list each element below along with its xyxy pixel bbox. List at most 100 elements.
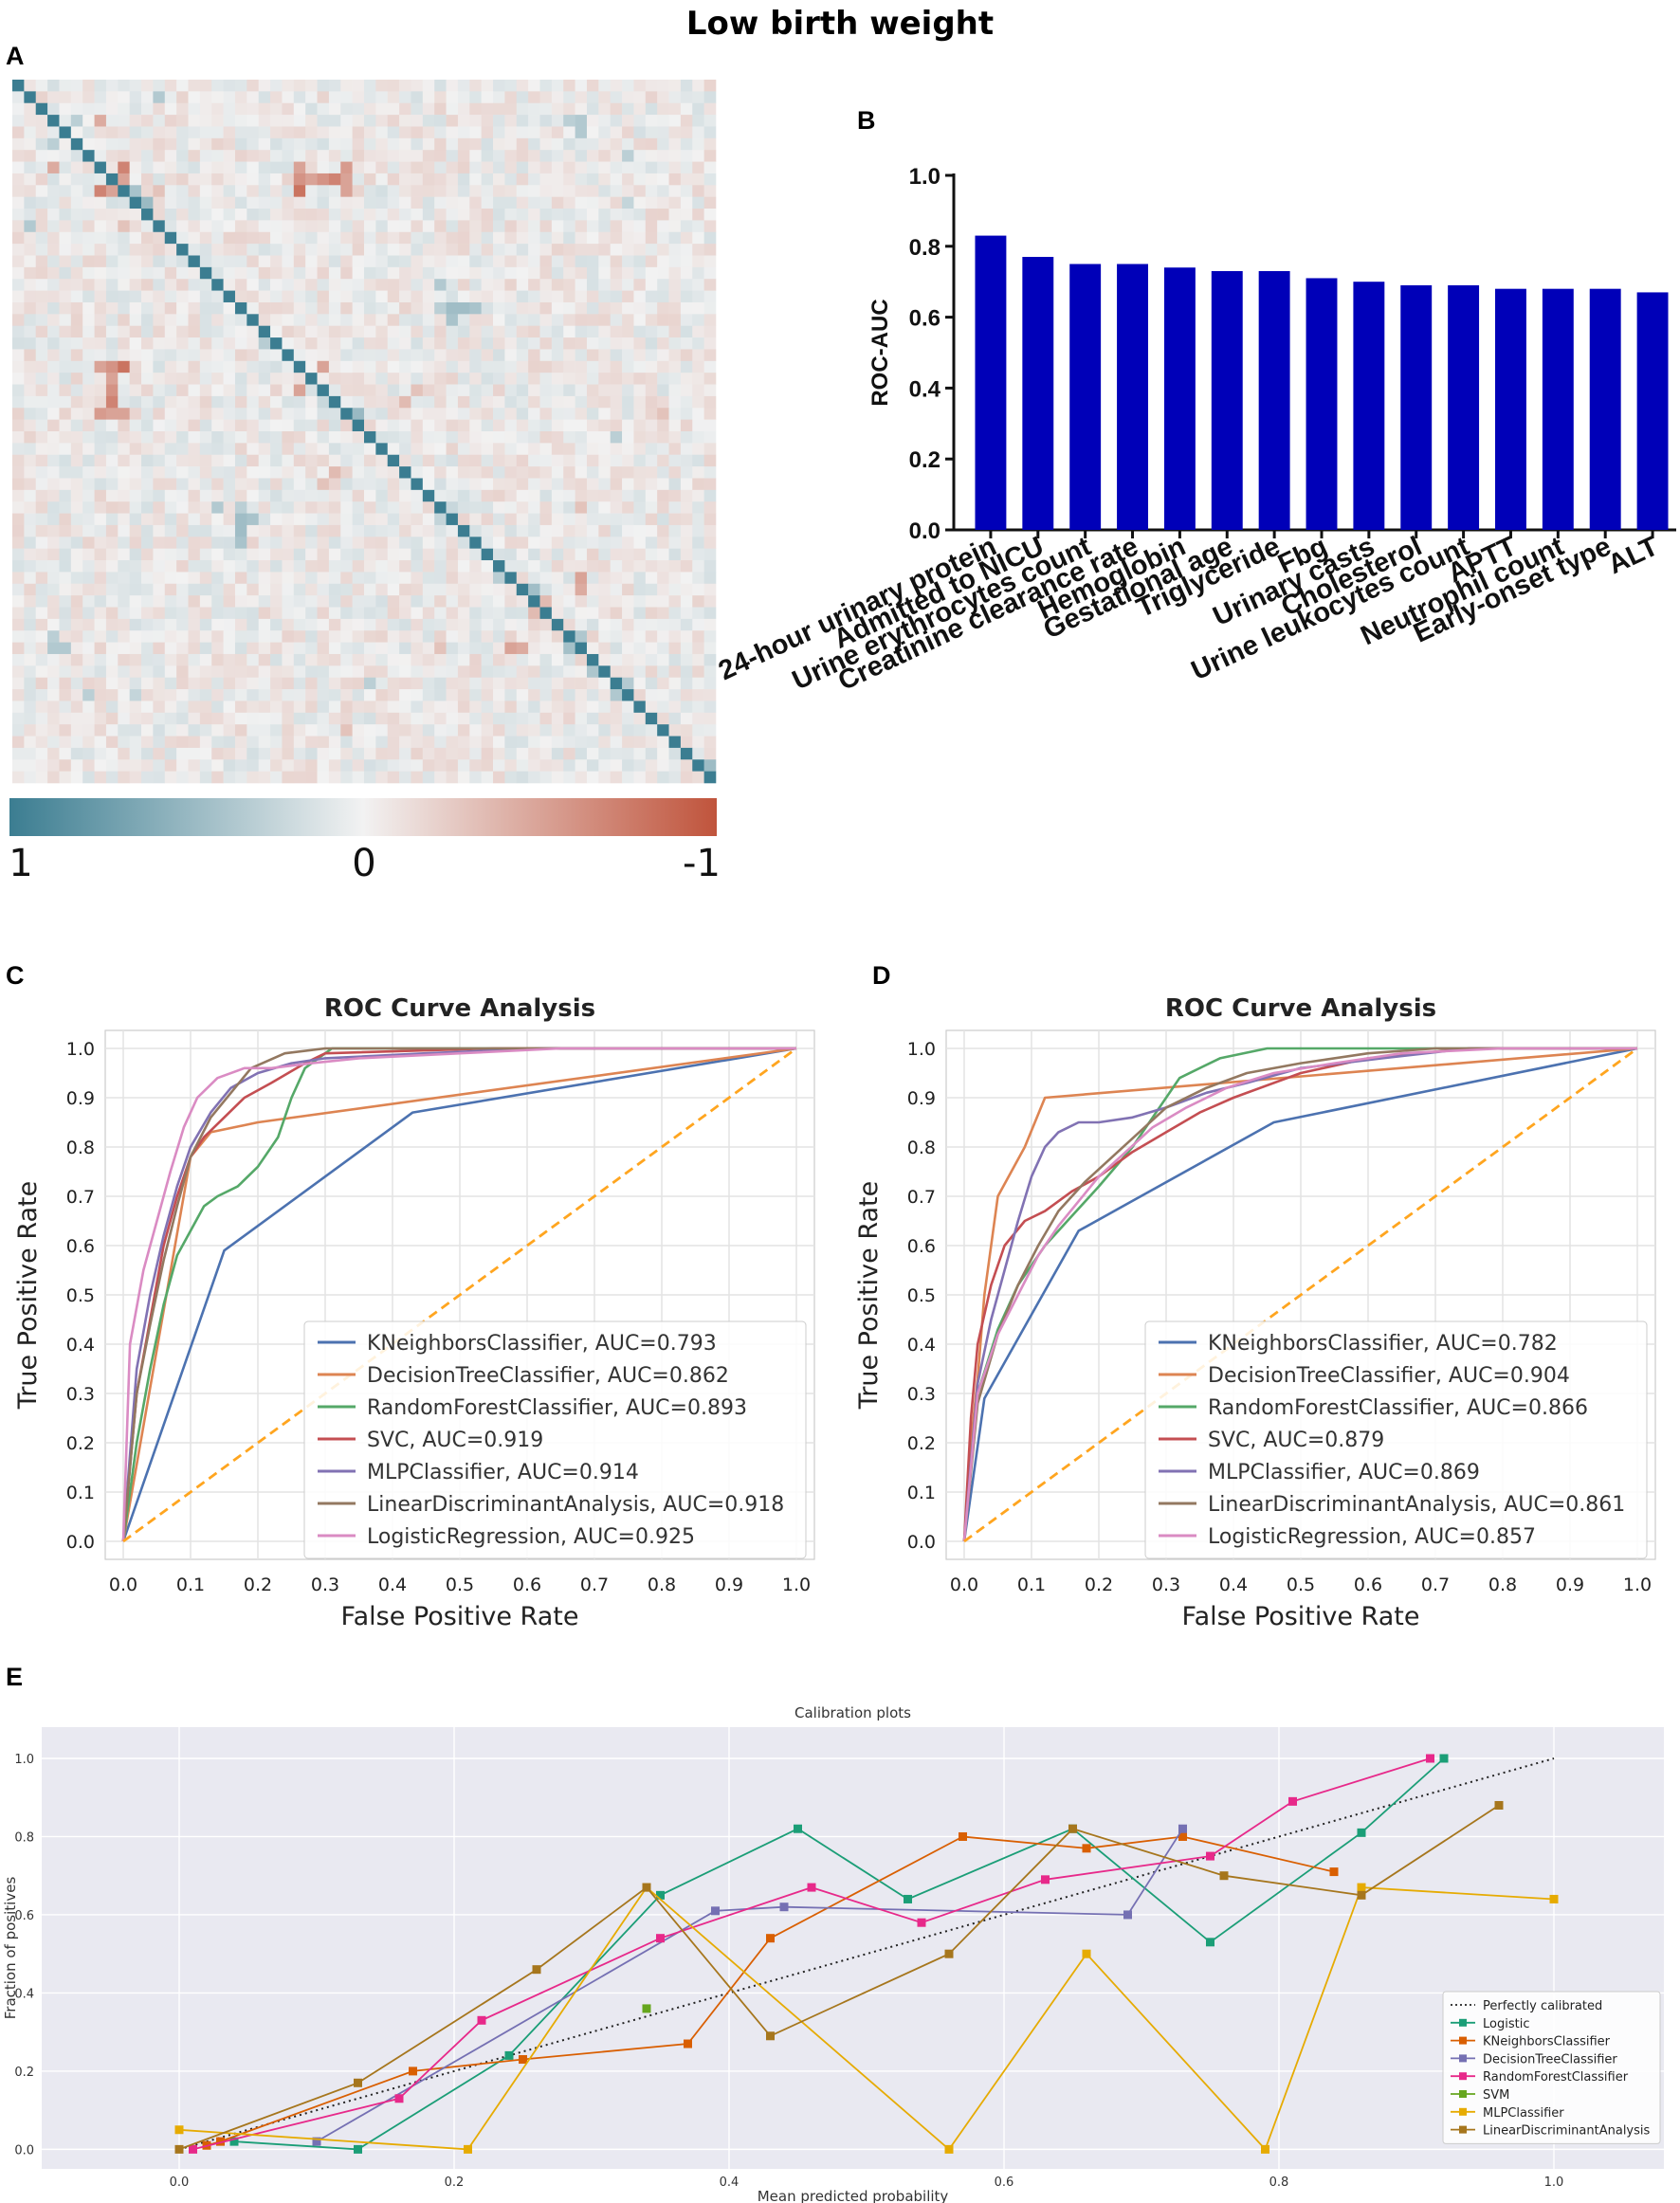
heatmap-cell [633, 325, 647, 338]
heatmap-cell [328, 665, 341, 678]
heatmap-cell [282, 712, 295, 725]
heatmap-cell [234, 408, 247, 420]
heatmap-cell [211, 279, 224, 291]
heatmap-cell [504, 736, 518, 749]
heatmap-cell [340, 137, 353, 151]
heatmap-cell [47, 724, 60, 737]
heatmap-cell [364, 560, 376, 573]
heatmap-cell [94, 724, 107, 737]
heatmap-cell [82, 618, 95, 631]
heatmap-cell [340, 325, 353, 338]
heatmap-cell [668, 618, 682, 631]
heatmap-cell [387, 102, 400, 116]
heatmap-cell [211, 537, 224, 549]
heatmap-cell [551, 466, 564, 479]
heatmap-cell [82, 665, 95, 678]
heatmap-cell [551, 360, 564, 373]
heatmap-cell [539, 572, 553, 585]
heatmap-cell [352, 642, 365, 655]
heatmap-cell [258, 595, 271, 608]
heatmap-cell [153, 373, 166, 385]
heatmap-cell [622, 443, 634, 456]
heatmap-cell [575, 431, 588, 444]
heatmap-cell [364, 102, 376, 116]
heatmap-cell [35, 360, 48, 373]
heatmap-cell [692, 560, 704, 573]
heatmap-cell [352, 466, 365, 479]
heatmap-cell [692, 513, 704, 526]
heatmap-cell [422, 115, 435, 127]
heatmap-cell [375, 747, 389, 760]
heatmap-cell [247, 478, 259, 491]
heatmap-cell [12, 244, 25, 256]
x-tick-label: 0.1 [176, 1575, 205, 1595]
heatmap-cell [645, 266, 658, 280]
heatmap-cell [211, 701, 224, 714]
heatmap-cell [657, 384, 669, 397]
heatmap-cell [668, 466, 682, 479]
heatmap-cell [516, 513, 529, 526]
heatmap-cell [24, 419, 37, 432]
heatmap-cell [59, 431, 72, 444]
heatmap-cell [247, 279, 259, 291]
heatmap-cell [364, 220, 376, 233]
heatmap-cell [176, 572, 189, 585]
heatmap-cell [153, 91, 166, 104]
heatmap-cell [610, 349, 623, 362]
heatmap-cell [352, 771, 365, 784]
heatmap-cell [622, 431, 634, 444]
heatmap-cell [434, 736, 447, 749]
heatmap-cell [375, 220, 389, 233]
heatmap-cell [364, 419, 376, 432]
heatmap-cell [703, 736, 717, 749]
heatmap-cell [598, 595, 611, 608]
heatmap-cell [70, 325, 83, 338]
heatmap-cell [70, 220, 83, 233]
heatmap-cell [446, 431, 459, 444]
chart-title: ROC Curve Analysis [1165, 994, 1436, 1023]
heatmap-cell [47, 642, 60, 655]
heatmap-cell [598, 642, 611, 655]
heatmap-cell [364, 173, 376, 186]
heatmap-cell [692, 595, 704, 608]
heatmap-cell [328, 595, 341, 608]
heatmap-cell [340, 395, 353, 409]
heatmap-cell [399, 747, 411, 760]
heatmap-cell [270, 337, 283, 350]
heatmap-cell [340, 537, 353, 549]
heatmap-cell [234, 384, 247, 397]
heatmap-cell [469, 537, 482, 549]
heatmap-cell [352, 91, 365, 104]
heatmap-cell [399, 572, 411, 585]
heatmap-cell [305, 618, 318, 631]
y-tick-label: 0.9 [907, 1088, 936, 1109]
heatmap-cell [481, 759, 494, 772]
heatmap-cell [516, 454, 529, 467]
heatmap-cell [411, 196, 424, 209]
heatmap-cell [481, 630, 494, 643]
heatmap-cell [469, 150, 482, 162]
heatmap-cell [469, 583, 482, 596]
heatmap-cell [328, 337, 341, 350]
heatmap-cell [387, 677, 400, 690]
heatmap-cell [469, 701, 482, 714]
heatmap-cell [247, 501, 259, 514]
heatmap-cell [141, 513, 154, 526]
data-point [1439, 1754, 1449, 1763]
heatmap-cell [234, 279, 247, 291]
heatmap-cell [176, 630, 189, 643]
heatmap-cell [457, 185, 470, 197]
heatmap-cell [516, 126, 529, 139]
heatmap-cell [375, 583, 389, 596]
heatmap-cell [82, 209, 95, 221]
heatmap-cell [247, 231, 259, 245]
heatmap-cell [493, 747, 505, 760]
heatmap-cell [364, 431, 376, 444]
heatmap-cell [575, 677, 588, 690]
heatmap-cell [692, 337, 704, 350]
heatmap-cell [610, 747, 623, 760]
heatmap-cell [129, 244, 142, 256]
heatmap-cell [375, 665, 389, 678]
heatmap-cell [305, 395, 318, 409]
heatmap-cell [481, 443, 494, 456]
